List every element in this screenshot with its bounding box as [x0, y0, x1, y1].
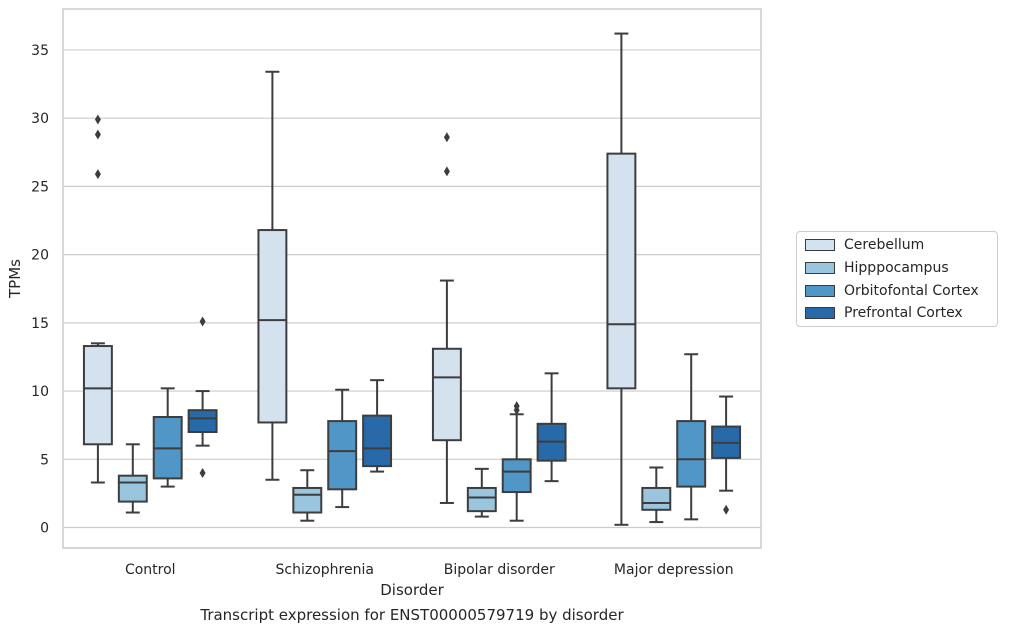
box-body [257, 229, 288, 424]
y-axis-title: TPMs [6, 259, 24, 299]
outlier-point [723, 504, 730, 515]
outlier-point [94, 129, 101, 140]
box-body [187, 409, 218, 434]
legend-label-hippocampus: Hipppocampus [844, 260, 949, 276]
outlier-point [199, 467, 206, 478]
legend-label-orbitofrontal: Orbitofontal Cortex [844, 283, 979, 299]
box-3-3 [711, 395, 742, 515]
box-body [466, 486, 497, 513]
legend-item-hippocampus: Hipppocampus [805, 259, 949, 277]
y-tick-label: 15 [31, 316, 49, 332]
x-tick-label: Bipolar disorder [444, 562, 555, 578]
legend-label-prefrontal: Prefrontal Cortex [844, 305, 963, 321]
outlier-point [94, 114, 101, 125]
y-tick-label: 20 [31, 248, 49, 264]
legend-label-cerebellum: Cerebellum [844, 237, 925, 253]
x-tick-labels: Control Schizophrenia Bipolar disorder Majo… [125, 562, 734, 578]
outlier-point [513, 401, 520, 412]
box-1-1 [292, 469, 323, 522]
x-tick-label: Schizophrenia [276, 562, 374, 578]
figure-caption: Transcript expression for ENST0000057971… [200, 606, 624, 624]
box-0-0 [82, 114, 113, 484]
y-tick-label: 10 [31, 384, 49, 400]
plot-frame [62, 8, 762, 549]
box-1-0 [257, 70, 288, 481]
legend-item-cerebellum: Cerebellum [805, 236, 924, 254]
x-axis-title: Disorder [380, 581, 444, 599]
box-body [431, 347, 462, 442]
y-tick-label: 5 [40, 452, 49, 468]
legend-item-prefrontal: Prefrontal Cortex [805, 304, 963, 322]
box-0-2 [152, 387, 183, 488]
box-body [501, 458, 532, 494]
legend-swatch-prefrontal [805, 307, 835, 319]
outlier-point [443, 166, 450, 177]
box-body [606, 152, 637, 390]
legend-swatch-hippocampus [805, 262, 835, 274]
box-1-2 [327, 388, 358, 509]
legend-swatch-orbitofrontal [805, 285, 835, 297]
box-2-0 [431, 132, 462, 504]
y-tick-label: 35 [31, 43, 49, 59]
y-tick-label: 0 [40, 521, 49, 537]
box-body [362, 414, 393, 468]
box-body [292, 486, 323, 514]
box-0-3 [187, 316, 218, 478]
box-body [327, 420, 358, 491]
box-1-3 [362, 379, 393, 473]
boxes [82, 32, 742, 526]
box-2-2 [501, 401, 532, 522]
legend-item-orbitofrontal: Orbitofontal Cortex [805, 282, 979, 300]
outlier-point [94, 169, 101, 180]
legend-swatch-cerebellum [805, 239, 835, 251]
x-tick-label: Control [125, 562, 176, 578]
box-body [117, 474, 148, 503]
box-body [82, 345, 113, 446]
box-2-3 [536, 372, 567, 483]
box-0-1 [117, 443, 148, 514]
x-tick-label: Major depression [614, 562, 734, 578]
y-tick-label: 25 [31, 179, 49, 195]
box-3-1 [641, 466, 672, 524]
legend: Cerebellum Hipppocampus Orbitofontal Cor… [796, 231, 998, 327]
outlier-point [443, 132, 450, 143]
box-body [676, 420, 707, 488]
box-body [641, 486, 672, 511]
outlier-point [199, 316, 206, 327]
box-2-1 [466, 467, 497, 518]
y-tick-labels: 0 5 10 15 20 25 30 35 [31, 43, 49, 537]
y-tick-label: 30 [31, 111, 49, 127]
box-3-2 [676, 353, 707, 521]
box-3-0 [606, 32, 637, 526]
